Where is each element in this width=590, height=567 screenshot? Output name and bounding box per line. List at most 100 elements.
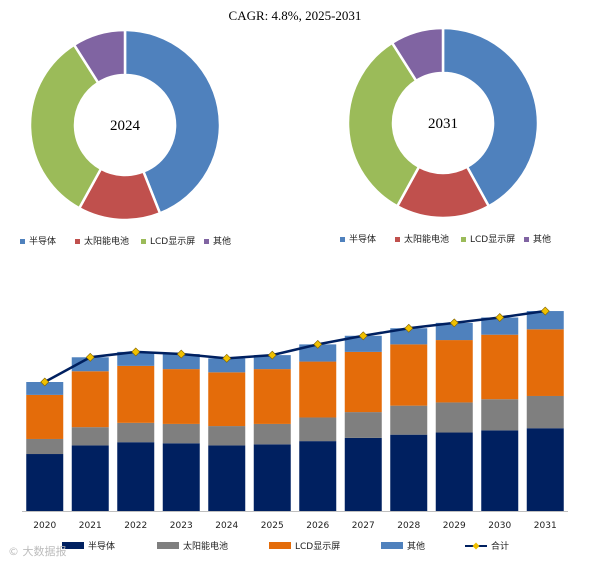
x-tick-label: 2031 — [534, 521, 557, 531]
total-point-2027 — [358, 331, 368, 341]
x-tick-label: 2024 — [215, 521, 238, 531]
watermark: © 大数据报 — [8, 545, 67, 558]
bar-chart-legend: 半导体 太阳能电池 LCD显示屏 其他 合计 — [62, 540, 509, 552]
bar-segment-太阳能电池-2023 — [162, 423, 200, 444]
donut-legend-2031: 半导体 太阳能电池 LCD显示屏 其他 — [340, 233, 551, 245]
bar-segment-半导体-2028 — [390, 434, 428, 511]
total-point-2025 — [267, 350, 277, 360]
bar-segment-半导体-2027 — [344, 437, 382, 511]
legend-label-太阳能电池: 太阳能电池 — [183, 540, 228, 552]
legend-label-lcd显示屏: LCD显示屏 — [470, 234, 515, 245]
total-point-2029 — [449, 318, 459, 328]
bar-segment-太阳能电池-2022 — [117, 422, 155, 443]
x-tick-label: 2029 — [443, 521, 466, 531]
legend-swatch-太阳能电池 — [157, 542, 179, 549]
bar-segment-lcd显示屏-2027 — [344, 351, 382, 413]
bar-segment-lcd显示屏-2021 — [71, 371, 109, 428]
chart-title: CAGR: 4.8%, 2025-2031 — [228, 8, 362, 23]
total-point-2031 — [540, 306, 550, 316]
bar-segment-其他-2022 — [117, 351, 155, 366]
x-tick-label: 2023 — [170, 521, 193, 531]
x-tick-label: 2026 — [306, 521, 329, 531]
donut-slice-半导体 — [441, 26, 540, 208]
x-tick-label: 2027 — [352, 521, 375, 531]
bar-segment-其他-2024 — [208, 358, 246, 373]
bar-segment-其他-2031 — [526, 311, 564, 330]
bar-segment-其他-2023 — [162, 354, 200, 370]
bar-segment-其他-2029 — [435, 322, 473, 341]
total-point-2026 — [313, 339, 323, 349]
total-point-2022 — [131, 347, 141, 357]
legend-swatch-半导体 — [62, 542, 84, 549]
bar-segment-lcd显示屏-2024 — [208, 372, 246, 427]
bar-segment-太阳能电池-2020 — [26, 438, 64, 455]
bar-segment-其他-2026 — [299, 344, 337, 362]
legend-swatch-太阳能电池 — [395, 237, 400, 242]
x-tick-label: 2028 — [397, 521, 420, 531]
bar-segment-太阳能电池-2028 — [390, 405, 428, 435]
total-line — [44, 309, 546, 384]
legend-label-其他: 其他 — [407, 540, 425, 552]
legend-label-其他: 其他 — [213, 235, 231, 247]
bar-segment-半导体-2031 — [526, 428, 564, 511]
donut-slice-lcd显示屏 — [346, 41, 421, 208]
bar-segment-太阳能电池-2027 — [344, 412, 382, 438]
donut-chart-2024: 2024 — [28, 28, 222, 222]
total-point-2021 — [85, 352, 95, 362]
bar-segment-太阳能电池-2031 — [526, 395, 564, 429]
bar-segment-太阳能电池-2026 — [299, 417, 337, 442]
donut-chart-2031: 2031 — [346, 26, 540, 220]
legend-swatch-其他 — [204, 239, 209, 244]
total-point-2028 — [404, 323, 414, 333]
bar-segment-其他-2030 — [481, 317, 519, 335]
bar-segment-其他-2025 — [253, 355, 291, 370]
bar-segment-lcd显示屏-2031 — [526, 329, 564, 396]
bar-segment-其他-2027 — [344, 335, 382, 352]
donut-slice-半导体 — [123, 28, 222, 215]
bar-segment-太阳能电池-2021 — [71, 427, 109, 446]
stacked-bar-chart: 2020 2021 2022 2023 2024 2025 2026 2027 2028 2029… — [22, 306, 568, 531]
legend-label-其他: 其他 — [533, 233, 551, 245]
legend-label-合计: 合计 — [491, 540, 509, 552]
bar-segment-半导体-2020 — [26, 454, 64, 511]
donut-slice-其他 — [390, 26, 445, 83]
bar-segment-半导体-2022 — [117, 442, 155, 511]
bar-segment-太阳能电池-2030 — [481, 399, 519, 431]
total-point-2024 — [222, 353, 232, 363]
legend-label-半导体: 半导体 — [29, 235, 56, 247]
bar-segment-太阳能电池-2025 — [253, 423, 291, 445]
bar-segment-其他-2021 — [71, 357, 109, 372]
bar-segment-lcd显示屏-2025 — [253, 369, 291, 424]
legend-label-lcd显示屏: LCD显示屏 — [150, 236, 195, 247]
bar-segment-其他-2020 — [26, 382, 64, 395]
bar-segment-半导体-2026 — [299, 441, 337, 511]
legend-swatch-lcd显示屏 — [269, 542, 291, 549]
donut-center-label: 2024 — [110, 118, 141, 134]
legend-swatch-半导体 — [20, 239, 25, 244]
legend-swatch-lcd显示屏 — [461, 237, 466, 242]
bar-segment-半导体-2021 — [71, 445, 109, 511]
bar-segment-半导体-2023 — [162, 443, 200, 511]
legend-swatch-lcd显示屏 — [141, 239, 146, 244]
bar-segment-太阳能电池-2024 — [208, 426, 246, 446]
legend-label-太阳能电池: 太阳能电池 — [84, 235, 129, 247]
bar-segment-半导体-2029 — [435, 432, 473, 511]
x-tick-label: 2021 — [79, 521, 102, 531]
donut-legend-2024: 半导体 太阳能电池 LCD显示屏 其他 — [20, 235, 231, 247]
bar-segment-半导体-2024 — [208, 445, 246, 511]
bar-segment-lcd显示屏-2022 — [117, 365, 155, 423]
total-point-2023 — [176, 349, 186, 359]
bar-segment-lcd显示屏-2026 — [299, 361, 337, 418]
legend-label-半导体: 半导体 — [88, 540, 115, 552]
donut-slice-其他 — [72, 28, 127, 85]
x-tick-label: 2030 — [488, 521, 511, 531]
legend-swatch-太阳能电池 — [75, 239, 80, 244]
bar-segment-lcd显示屏-2029 — [435, 340, 473, 403]
legend-marker-合计 — [472, 542, 480, 550]
x-tick-label: 2022 — [124, 521, 147, 531]
bar-segment-半导体-2030 — [481, 430, 519, 511]
total-point-2020 — [40, 377, 50, 387]
donut-slice-lcd显示屏 — [28, 43, 103, 210]
bar-segment-lcd显示屏-2020 — [26, 394, 64, 439]
